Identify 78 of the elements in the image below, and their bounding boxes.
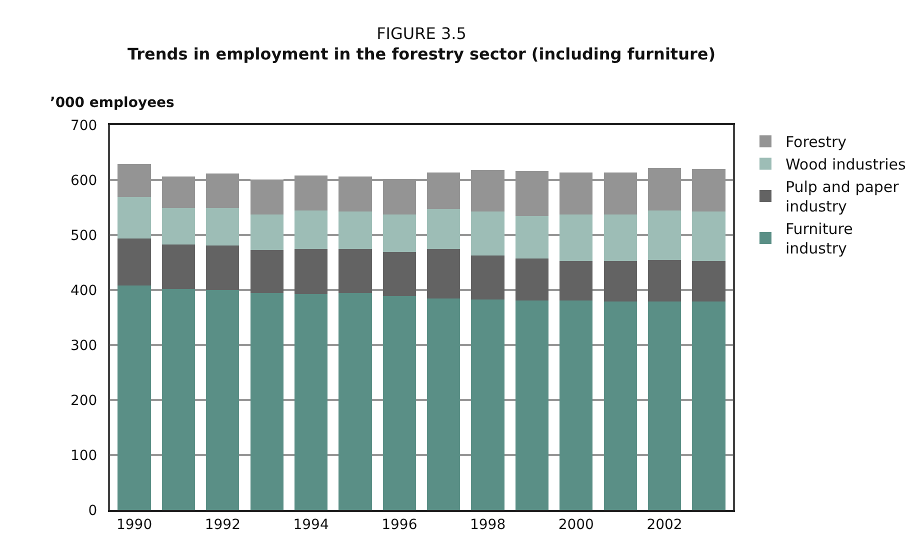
bar: [604, 214, 637, 261]
bar: [118, 238, 151, 286]
bar: [118, 286, 151, 510]
y-tick-label: 400: [70, 282, 98, 299]
bar: [338, 292, 372, 510]
bar: [250, 250, 284, 293]
x-tick-label: 1992: [204, 516, 240, 533]
x-tick-label: 1998: [470, 516, 506, 533]
bar: [294, 176, 328, 210]
bar: [250, 292, 284, 510]
bar: [294, 248, 328, 294]
bar: [648, 260, 682, 302]
bar: [118, 197, 151, 238]
bar: [382, 214, 416, 252]
bar: [515, 300, 549, 510]
bar: [118, 164, 151, 198]
bar: [471, 255, 504, 300]
bar: [162, 288, 196, 510]
y-axis-title: ’000 employees: [50, 95, 174, 111]
bar: [162, 176, 196, 208]
bar: [692, 302, 726, 510]
bar: [471, 170, 504, 212]
bar: [692, 211, 726, 261]
bar: [604, 302, 637, 510]
legend-label: Furniture industry: [785, 220, 853, 258]
legend-label: Wood industries: [785, 156, 906, 174]
chart-subtitle: Trends in employment in the forestry sector (including furniture): [127, 44, 716, 64]
bar: [162, 208, 196, 244]
bar: [560, 260, 593, 300]
legend-label: Pulp and paper industry: [785, 178, 900, 216]
bar: [338, 176, 372, 212]
y-tick-label: 500: [70, 228, 98, 244]
bar: [206, 173, 240, 208]
bar: [338, 248, 372, 293]
x-tick-label: 2000: [558, 516, 594, 533]
y-tick-label: 700: [70, 118, 98, 134]
legend-label: Forestry: [785, 133, 847, 152]
bar: [604, 260, 637, 302]
bar: [206, 245, 240, 290]
bar: [382, 178, 416, 215]
bar: [692, 169, 726, 212]
bar: [515, 216, 549, 259]
bar: [515, 258, 549, 300]
bar: [604, 172, 637, 215]
bar: [382, 252, 416, 296]
bar: [250, 179, 284, 215]
bar: [382, 296, 416, 510]
bar: [515, 171, 549, 216]
bar: [648, 168, 682, 210]
bar: [471, 299, 504, 510]
y-tick-label: 200: [70, 392, 98, 409]
y-tick-label: 600: [70, 172, 98, 189]
bar: [427, 209, 460, 249]
bar: [648, 210, 682, 260]
bar: [560, 214, 593, 261]
bar: [250, 214, 284, 250]
bar: [471, 211, 504, 256]
x-tick-label: 1994: [293, 516, 329, 533]
x-tick-label: 1996: [382, 516, 418, 533]
bar: [560, 300, 593, 510]
bar: [294, 294, 328, 510]
y-tick-label: 100: [70, 448, 98, 464]
bar: [162, 244, 196, 289]
bar: [206, 208, 240, 246]
bar: [294, 210, 328, 249]
y-tick-label: 0: [88, 502, 98, 519]
bar: [427, 248, 460, 298]
bar: [648, 302, 682, 510]
bar: [338, 211, 372, 249]
chart-title: FIGURE 3.5: [376, 24, 466, 43]
y-tick-label: 300: [70, 338, 98, 354]
x-tick-label: 1990: [116, 516, 152, 533]
bar: [427, 298, 460, 510]
bar: [560, 172, 593, 215]
bar: [427, 172, 460, 210]
bar: [692, 260, 726, 302]
bar: [206, 290, 240, 510]
x-tick-label: 2002: [646, 516, 682, 533]
